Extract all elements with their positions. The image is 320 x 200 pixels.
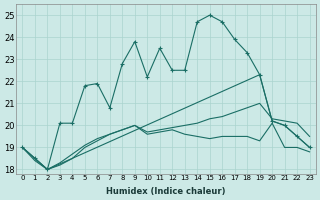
X-axis label: Humidex (Indice chaleur): Humidex (Indice chaleur) [106, 187, 226, 196]
